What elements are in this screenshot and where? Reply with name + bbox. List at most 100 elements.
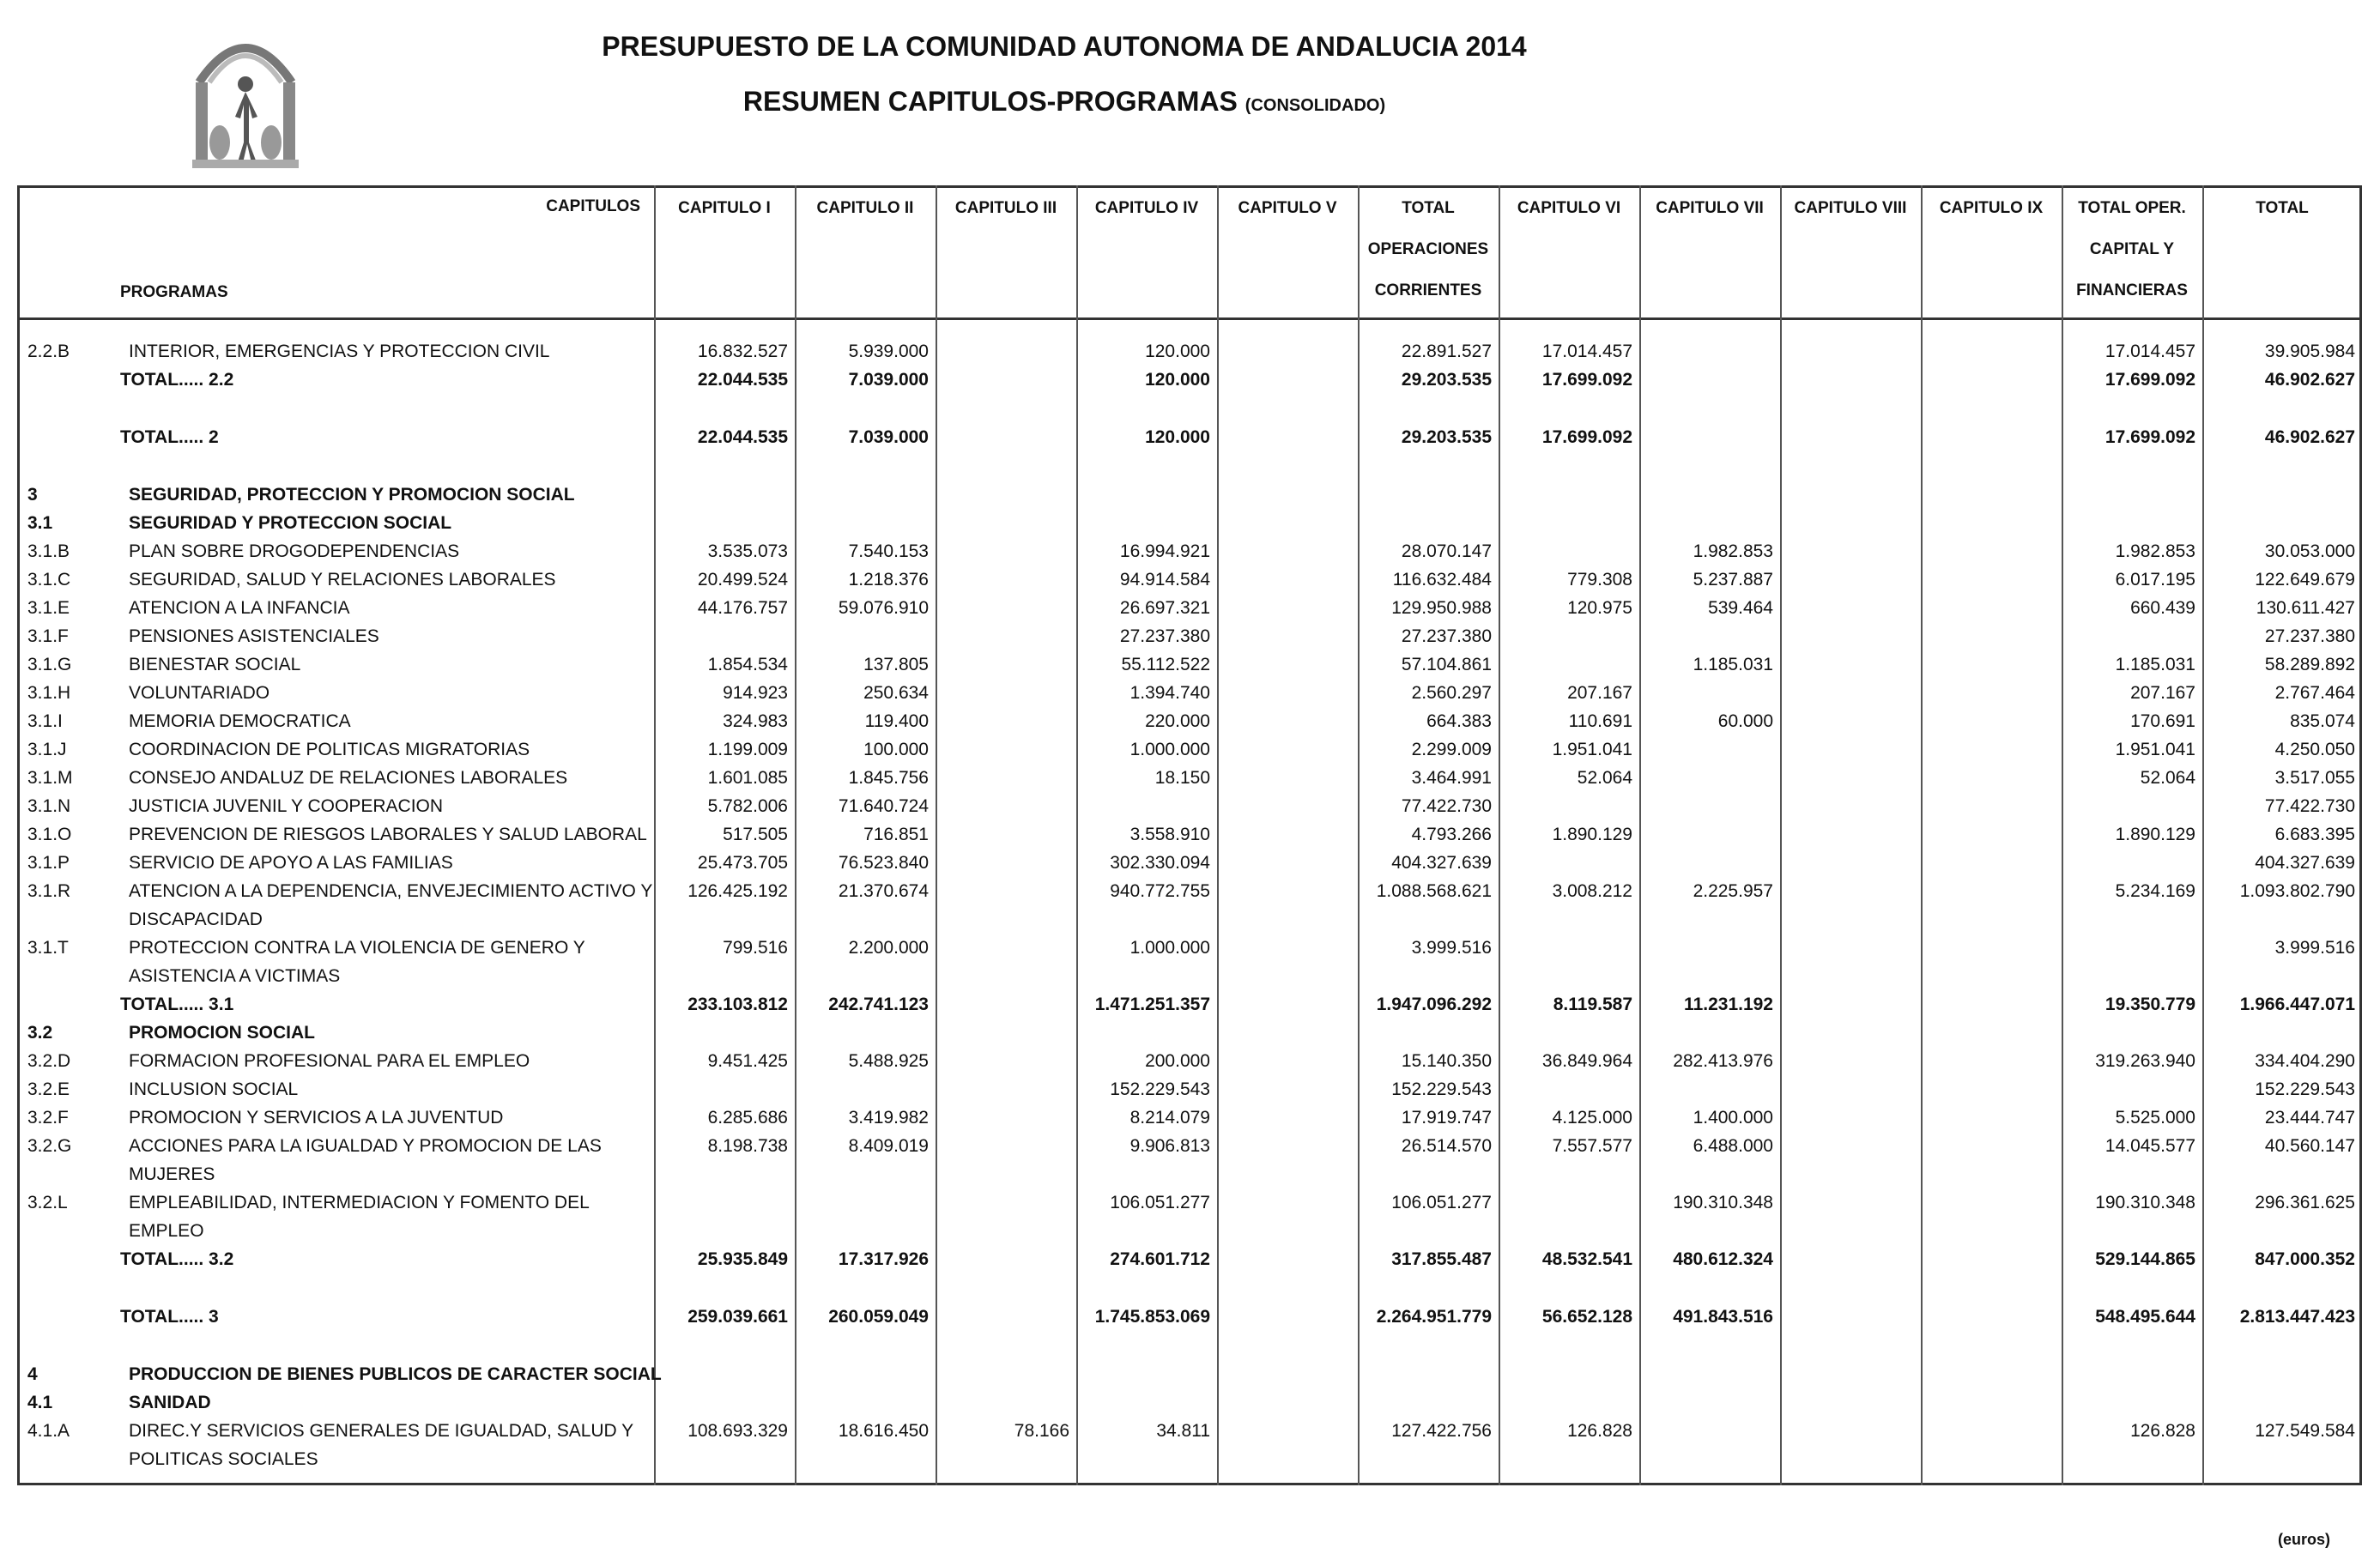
amount-cell: 26.514.570 <box>1401 1136 1492 1156</box>
amount-cell: 120.975 <box>1567 598 1632 618</box>
table-row: TOTAL..... 3.1 233.103.812 242.741.123 1.47… <box>0 991 2380 1019</box>
amount-cell: 1.951.041 <box>2115 740 2195 759</box>
table-row: EMPLEO <box>0 1218 2380 1245</box>
column-header: CAPITULO V <box>1217 197 1358 239</box>
amount-cell: 660.439 <box>2130 598 2195 618</box>
amount-cell: 5.237.887 <box>1693 570 1773 590</box>
amount-cell: 207.167 <box>1567 683 1632 703</box>
table-row: 3.1.I MEMORIA DEMOCRATICA 324.983 119.400 22… <box>0 708 2380 735</box>
column-header-line: CAPITULO IX <box>1939 199 2044 217</box>
amount-cell: 16.994.921 <box>1119 541 1210 561</box>
table-row: 3.1.E ATENCION A LA INFANCIA 44.176.757 59.… <box>0 595 2380 622</box>
amount-cell: 1.890.129 <box>1552 825 1632 844</box>
amount-cell: 120.000 <box>1145 370 1210 390</box>
column-divider <box>1639 185 1641 1485</box>
program-label: TOTAL..... 2.2 <box>120 370 234 390</box>
amount-cell: 27.237.380 <box>1119 626 1210 646</box>
amount-cell: 58.289.892 <box>2264 655 2355 674</box>
table-row: 4.1 SANIDAD <box>0 1389 2380 1417</box>
amount-cell: 1.951.041 <box>1552 740 1632 759</box>
amount-cell: 1.601.085 <box>707 768 788 788</box>
amount-cell: 126.425.192 <box>687 881 788 901</box>
program-code: 3.1.P <box>27 853 70 873</box>
amount-cell: 517.505 <box>723 825 788 844</box>
amount-cell: 716.851 <box>863 825 929 844</box>
amount-cell: 5.939.000 <box>848 342 929 361</box>
table-row: 4 PRODUCCION DE BIENES PUBLICOS DE CARACT… <box>0 1361 2380 1388</box>
amount-cell: 4.250.050 <box>2274 740 2355 759</box>
column-header-line: CAPITAL Y <box>2089 240 2175 258</box>
column-header: CAPITULO IV <box>1076 197 1217 239</box>
program-code: 3.2.G <box>27 1136 72 1156</box>
amount-cell: 1.966.447.071 <box>2239 995 2355 1014</box>
amount-cell: 152.229.543 <box>1110 1079 1210 1099</box>
amount-cell: 233.103.812 <box>687 995 788 1014</box>
program-code: 3.1.E <box>27 598 70 618</box>
amount-cell: 77.422.730 <box>2264 796 2355 816</box>
amount-cell: 57.104.861 <box>1401 655 1492 674</box>
program-code: 3.1.M <box>27 768 73 788</box>
column-header-line: CAPITULO I <box>678 199 771 217</box>
amount-cell: 27.237.380 <box>1401 626 1492 646</box>
amount-cell: 106.051.277 <box>1110 1193 1210 1212</box>
amount-cell: 6.683.395 <box>2274 825 2355 844</box>
column-divider <box>1921 185 1923 1485</box>
column-header: CAPITULO III <box>936 197 1076 239</box>
amount-cell: 22.044.535 <box>697 370 788 390</box>
budget-table-frame <box>17 185 2362 1485</box>
amount-cell: 3.419.982 <box>848 1108 929 1128</box>
amount-cell: 100.000 <box>863 740 929 759</box>
amount-cell: 126.828 <box>1567 1421 1632 1441</box>
amount-cell: 127.422.756 <box>1391 1421 1492 1441</box>
program-code: 3.1.G <box>27 655 72 674</box>
amount-cell: 835.074 <box>2290 711 2355 731</box>
units-note: (euros) <box>2277 1531 2330 1548</box>
program-code: 3.2.F <box>27 1108 69 1128</box>
program-code: 4.1.A <box>27 1421 70 1441</box>
amount-cell: 1.000.000 <box>1129 938 1210 958</box>
table-row: POLITICAS SOCIALES <box>0 1446 2380 1473</box>
amount-cell: 34.811 <box>1156 1421 1210 1441</box>
amount-cell: 1.890.129 <box>2115 825 2195 844</box>
program-label: SERVICIO DE APOYO A LAS FAMILIAS <box>129 853 453 873</box>
amount-cell: 122.649.679 <box>2255 570 2355 590</box>
amount-cell: 76.523.840 <box>838 853 929 873</box>
program-code: 3.2.E <box>27 1079 70 1099</box>
table-row: 3.1.N JUSTICIA JUVENIL Y COOPERACION 5.782… <box>0 793 2380 820</box>
amount-cell: 200.000 <box>1145 1051 1210 1071</box>
amount-cell: 20.499.524 <box>697 570 788 590</box>
column-header: CAPITULO II <box>795 197 936 239</box>
amount-cell: 1.745.853.069 <box>1094 1307 1210 1327</box>
amount-cell: 242.741.123 <box>828 995 929 1014</box>
amount-cell: 1.982.853 <box>1693 541 1773 561</box>
amount-cell: 2.264.951.779 <box>1376 1307 1492 1327</box>
amount-cell: 317.855.487 <box>1391 1249 1492 1269</box>
program-label: MUJERES <box>129 1164 215 1184</box>
amount-cell: 3.008.212 <box>1552 881 1632 901</box>
amount-cell: 119.400 <box>864 711 929 731</box>
amount-cell: 17.919.747 <box>1401 1108 1492 1128</box>
amount-cell: 14.045.577 <box>2104 1136 2195 1156</box>
table-row: 3.2.G ACCIONES PARA LA IGUALDAD Y PROMOCI… <box>0 1133 2380 1160</box>
table-row: 3.1.P SERVICIO DE APOYO A LAS FAMILIAS 25.… <box>0 850 2380 877</box>
program-code: 2.2.B <box>27 342 70 361</box>
table-row: 3 SEGURIDAD, PROTECCION Y PROMOCION SOCIA… <box>0 481 2380 509</box>
table-row: DISCAPACIDAD <box>0 906 2380 934</box>
table-row: 3.1.O PREVENCION DE RIESGOS LABORALES Y S… <box>0 821 2380 849</box>
program-label: ATENCION A LA INFANCIA <box>129 598 350 618</box>
amount-cell: 480.612.324 <box>1673 1249 1773 1269</box>
program-label: POLITICAS SOCIALES <box>129 1449 318 1469</box>
amount-cell: 9.906.813 <box>1129 1136 1210 1156</box>
table-row: 4.1.A DIREC.Y SERVICIOS GENERALES DE IGUA… <box>0 1418 2380 1445</box>
amount-cell: 48.532.541 <box>1541 1249 1632 1269</box>
amount-cell: 1.400.000 <box>1693 1108 1773 1128</box>
program-code: 3.1.R <box>27 881 71 901</box>
table-row: ASISTENCIA A VICTIMAS <box>0 963 2380 990</box>
program-code: 4 <box>27 1364 38 1384</box>
amount-cell: 3.999.516 <box>1411 938 1492 958</box>
amount-cell: 664.383 <box>1426 711 1492 731</box>
column-header: CAPITULO IX <box>1921 197 2062 239</box>
table-row: 3.2.L EMPLEABILIDAD, INTERMEDIACION Y FOM… <box>0 1189 2380 1217</box>
table-row: 3.2.E INCLUSION SOCIAL 152.229.543 152.229.… <box>0 1076 2380 1103</box>
amount-cell: 29.203.535 <box>1401 427 1492 447</box>
